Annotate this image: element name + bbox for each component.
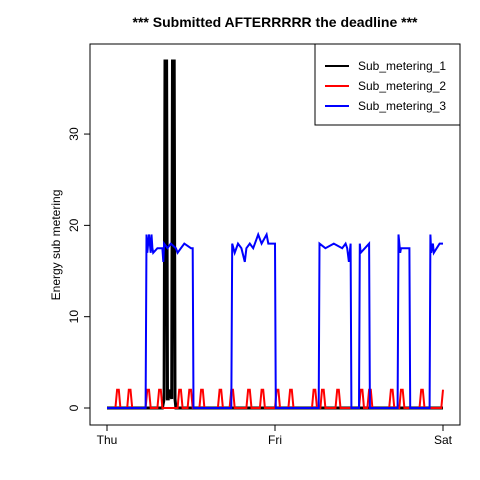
legend-box [314,43,461,126]
chart-title: *** Submitted AFTERRRRR the deadline *** [133,14,419,30]
series-line-1 [107,59,443,410]
y-tick-label: 20 [67,218,81,232]
legend-label: Sub_metering_1 [358,59,446,73]
y-axis-label: Energy sub metering [49,190,63,301]
legend: Sub_metering_1 Sub_metering_2 Sub_metering… [314,43,461,126]
series-line-3 [107,231,443,409]
series-line-2 [107,388,444,409]
x-tick-label: Fri [268,433,282,447]
y-axis: 0 10 20 30 [67,127,91,411]
x-axis: Thu Fri Sat [97,424,453,447]
plot-area [107,59,444,410]
y-tick-label: 0 [67,404,81,411]
y-tick-label: 30 [67,127,81,141]
x-tick-label: Thu [97,433,118,447]
legend-label: Sub_metering_2 [358,79,446,93]
legend-label: Sub_metering_3 [358,99,446,113]
x-tick-label: Sat [434,433,453,447]
y-tick-label: 10 [67,310,81,324]
